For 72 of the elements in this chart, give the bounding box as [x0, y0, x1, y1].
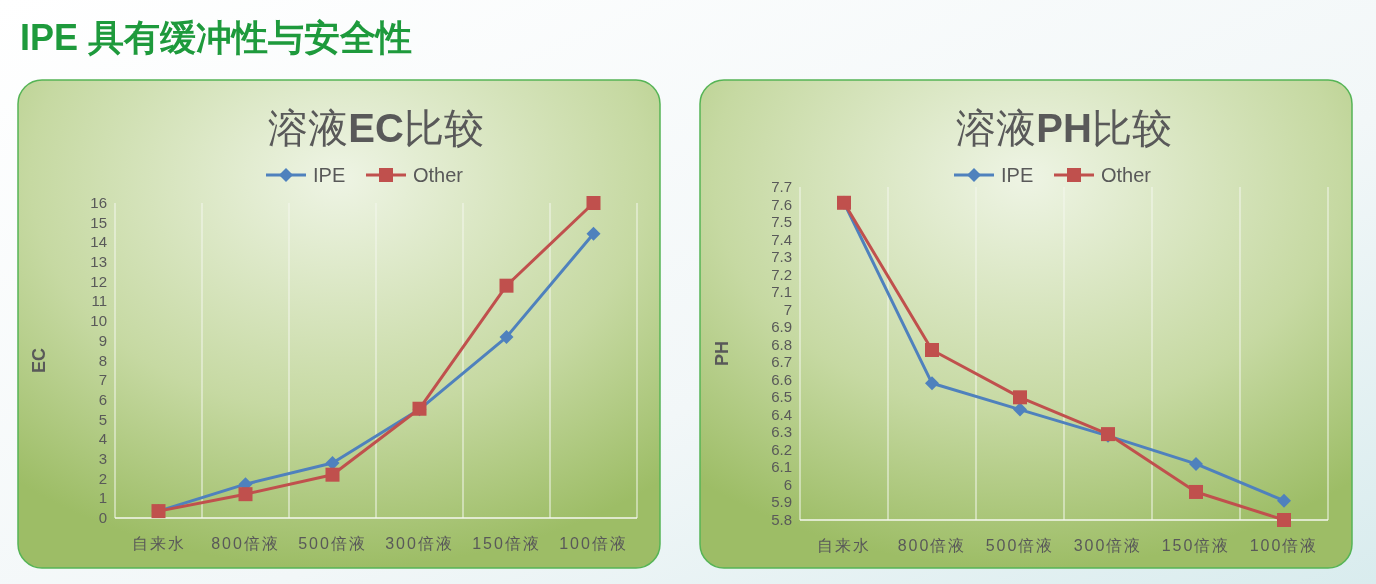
x-tick-label: 150倍液 — [472, 535, 541, 552]
y-tick-label: 5.9 — [771, 493, 792, 511]
chart-title: 溶液PH比较 — [956, 106, 1172, 150]
x-tick-label: 800倍液 — [897, 537, 967, 554]
legend-label: Other — [413, 164, 464, 186]
y-tick-label: 8 — [98, 351, 107, 369]
y-tick-label: 7.2 — [771, 265, 792, 283]
y-tick-label: 16 — [90, 194, 107, 211]
y-tick-label: 6.8 — [771, 335, 792, 353]
y-tick-label: 6.3 — [771, 423, 792, 441]
legend-label: IPE — [1001, 164, 1034, 186]
y-tick-label: 11 — [91, 292, 107, 310]
y-tick-label: 7 — [98, 371, 107, 389]
y-tick-label: 7.7 — [771, 178, 792, 195]
point — [586, 196, 601, 210]
y-tick-label: 12 — [90, 272, 107, 290]
point — [586, 226, 601, 241]
y-tick-label: 6.9 — [771, 318, 792, 336]
y-tick-label: 7.4 — [771, 230, 792, 248]
y-axis-title: PH — [712, 340, 732, 367]
y-tick-label: 2 — [98, 469, 107, 487]
x-tick-label: 自来水 — [131, 535, 186, 552]
y-tick-label: 7.6 — [771, 195, 792, 213]
y-tick-label: 0 — [98, 509, 107, 526]
x-tick-label: 800倍液 — [211, 535, 280, 552]
x-tick-label: 300倍液 — [385, 535, 454, 552]
point — [238, 487, 253, 502]
point — [1013, 402, 1027, 417]
chart-title: 溶液EC比较 — [268, 106, 484, 150]
x-tick-label: 300倍液 — [1073, 537, 1143, 554]
y-tick-label: 6.1 — [771, 458, 792, 476]
y-tick-label: 6.7 — [771, 353, 792, 371]
y-tick-label: 14 — [90, 233, 107, 251]
y-tick-label: 6 — [783, 475, 792, 493]
point — [325, 467, 340, 482]
x-tick-label: 150倍液 — [1161, 537, 1231, 554]
point — [499, 278, 514, 293]
x-tick-label: 100倍液 — [1249, 537, 1319, 554]
x-tick-label: 自来水 — [817, 537, 871, 554]
y-tick-label: 15 — [90, 213, 107, 231]
point — [1189, 456, 1203, 471]
y-tick-label: 1 — [98, 489, 107, 507]
y-tick-label: 13 — [90, 253, 107, 271]
legend-label: Other — [1101, 164, 1152, 186]
point — [1277, 493, 1291, 508]
y-tick-label: 5.8 — [771, 511, 792, 528]
y-tick-label: 7.5 — [771, 213, 792, 231]
y-tick-label: 10 — [90, 312, 107, 330]
x-tick-label: 500倍液 — [298, 535, 367, 552]
point — [1013, 390, 1027, 405]
point — [1189, 484, 1203, 499]
y-tick-label: 7.1 — [771, 283, 792, 301]
y-axis-title: EC — [29, 347, 49, 374]
point — [1277, 513, 1291, 527]
y-tick-label: 6 — [98, 390, 107, 408]
y-tick-label: 6.2 — [771, 440, 792, 458]
point — [499, 330, 514, 345]
y-tick-label: 6.5 — [771, 388, 792, 406]
y-tick-label: 6.4 — [771, 405, 792, 423]
x-tick-label: 500倍液 — [985, 537, 1055, 554]
y-tick-label: 4 — [98, 430, 107, 448]
point — [925, 376, 939, 391]
y-tick-label: 6.6 — [771, 370, 792, 388]
y-tick-label: 5 — [98, 410, 107, 428]
point — [925, 343, 939, 357]
legend-label: IPE — [313, 164, 346, 186]
text: IPE 具有缓冲性与安全性 — [20, 17, 413, 58]
x-tick-label: 100倍液 — [559, 535, 628, 552]
y-tick-label: 7 — [783, 300, 792, 318]
y-tick-label: 3 — [98, 449, 107, 467]
y-tick-label: 9 — [98, 331, 107, 349]
y-tick-label: 7.3 — [771, 248, 792, 266]
